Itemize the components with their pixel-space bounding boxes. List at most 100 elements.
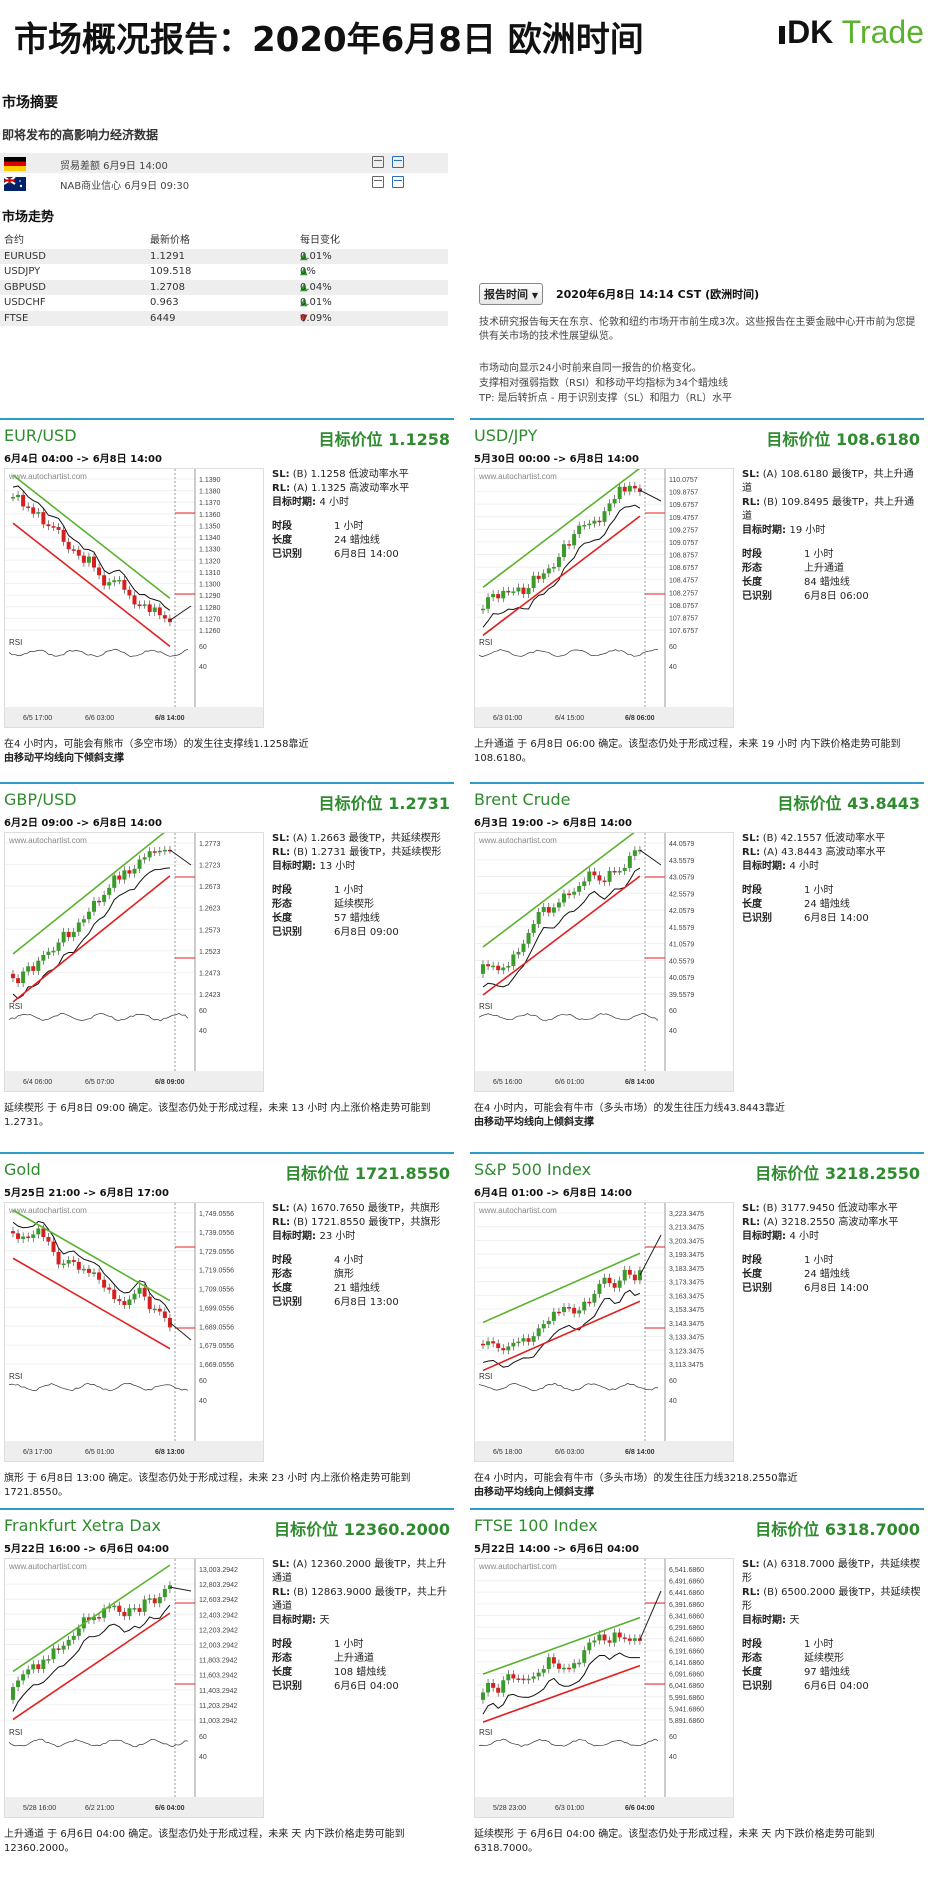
event-text: 贸易差额 6月9日 14:00 (60, 161, 168, 172)
y-tick-label: 6,091.6860 (669, 1672, 704, 1679)
candle (592, 871, 597, 876)
candle (137, 1287, 142, 1294)
pattern-info: SL: (B) 1.1258 低波动率水平 RL: (A) 1.1325 高波动… (272, 468, 452, 562)
y-tick-label: 109.6757 (669, 502, 698, 509)
target-price: 目标价位 108.6180 (766, 430, 920, 449)
instrument-panel: USD/JPY 目标价位 108.6180 5月30日 00:00 -> 6月8… (470, 418, 924, 788)
info-row: 时段 1 小时 (742, 885, 834, 896)
instrument-title[interactable]: S&P 500 Index (474, 1160, 592, 1179)
price-chart[interactable]: 6,541.6860 6,491.6860 6,441.6860 6,391.6860… (474, 1558, 734, 1818)
logo-trade: Trade (841, 14, 924, 50)
rsi-tick-label: 60 (199, 1734, 207, 1741)
y-tick-label: 110.0757 (669, 477, 698, 484)
candle (122, 580, 127, 590)
rsi-line (8, 1382, 189, 1392)
date-range: 6月4日 01:00 -> 6月8日 14:00 (474, 1188, 632, 1199)
candle (602, 511, 607, 522)
panel-description: 在4 小时内，可能会有牛市（多头市场）的发生往压力线3218.2550靠近 由移动… (474, 1473, 798, 1498)
candle (107, 887, 112, 895)
pattern-info: SL: (A) 6318.7000 最後TP，共延续楔形 RL: (B) 650… (742, 1558, 922, 1694)
price-chart[interactable]: 13,003.2942 12,803.2942 12,603.2942 12,403.… (4, 1558, 264, 1818)
rl-line: RL: (B) 6500.2000 最後TP，共延续楔形 (742, 1587, 921, 1612)
instrument-title[interactable]: Brent Crude (474, 790, 571, 809)
instrument-title[interactable]: GBP/USD (4, 790, 77, 809)
x-tick-label: 6/6 04:00 (625, 1805, 655, 1812)
col-header: 最新价格 (150, 235, 190, 246)
candle (11, 1687, 15, 1700)
instrument-title[interactable]: Gold (4, 1160, 41, 1179)
event-row: 贸易差额 6月9日 14:00 (0, 153, 448, 173)
candle (572, 534, 577, 546)
x-axis-bar (475, 1797, 733, 1817)
panel-description: 旗形 于 6月8日 13:00 确定。该型态仍处于形成过程，未来 23 小时 内… (4, 1473, 411, 1498)
candle (617, 486, 622, 499)
candle (167, 618, 172, 623)
candle (132, 595, 137, 605)
candle (61, 931, 66, 943)
dk-trade-logo: DK Trade (779, 14, 924, 51)
target-price: 目标价位 1.1258 (318, 430, 450, 449)
y-tick-label: 3,143.3475 (669, 1321, 704, 1328)
candle (587, 523, 592, 526)
candle (511, 1342, 516, 1347)
rsi-tick-label: 60 (669, 1734, 677, 1741)
calendar-icon[interactable] (372, 176, 384, 188)
calendar-add-icon[interactable] (392, 156, 404, 168)
date-range: 5月25日 21:00 -> 6月8日 17:00 (4, 1188, 169, 1199)
candle (496, 594, 501, 599)
candle (66, 541, 71, 550)
candle (546, 1320, 551, 1325)
candle (526, 932, 531, 944)
y-tick-label: 1,689.0556 (199, 1324, 234, 1331)
price-chart[interactable]: 1,749.0556 1,739.0556 1,729.0556 1,719.0556… (4, 1202, 264, 1462)
arrow-up-icon: ▲ (300, 297, 308, 308)
candle (597, 1634, 602, 1641)
calendar-icon[interactable] (372, 156, 384, 168)
moving-average-line (12, 485, 171, 611)
info-row: 长度 21 蜡烛线 (272, 1283, 380, 1294)
instrument-title[interactable]: EUR/USD (4, 426, 77, 445)
y-tick-label: 6,241.6860 (669, 1637, 704, 1644)
rsi-tick-label: 60 (669, 1008, 677, 1015)
instrument-panel: GBP/USD 目标价位 1.2731 6月2日 09:00 -> 6月8日 1… (0, 782, 454, 1152)
x-tick-label: 5/28 23:00 (493, 1805, 526, 1812)
report-note: 技术研究报告每天在东京、伦敦和纽约市场开市前生成3次。这些报告在主要金融中心开市… (479, 317, 916, 342)
rsi-tick-label: 40 (669, 1028, 677, 1035)
instrument-title[interactable]: FTSE 100 Index (474, 1516, 598, 1535)
candle (501, 1348, 506, 1351)
candle (51, 526, 56, 528)
candle (516, 1678, 521, 1680)
candle (36, 1228, 41, 1235)
info-row: 时段 4 小时 (272, 1255, 364, 1266)
y-tick-label: 107.6757 (669, 628, 698, 635)
col-header: 每日变化 (300, 235, 340, 246)
candle (506, 1674, 511, 1681)
pattern-info: SL: (A) 1.2663 最後TP，共延续楔形 RL: (B) 1.2731… (272, 832, 452, 940)
y-tick-label: 1,719.0556 (199, 1268, 234, 1275)
candle (142, 857, 147, 860)
candle (16, 978, 21, 984)
price-chart[interactable]: 1.2773 1.2723 1.2673 1.2623 1.2573 1.2523 1.24… (4, 827, 264, 1092)
rsi-tick-label: 60 (199, 1008, 207, 1015)
instrument-title[interactable]: Frankfurt Xetra Dax (4, 1516, 161, 1535)
info-row: 长度 84 蜡烛线 (742, 577, 850, 588)
candle (92, 900, 96, 912)
market-title: 市场走势 (2, 210, 55, 225)
instrument-title[interactable]: USD/JPY (474, 426, 538, 445)
chart-svg: 3,223.3475 3,213.3475 3,203.3475 3,193.3475… (475, 1203, 733, 1461)
price-chart[interactable]: 110.0757 109.8757 109.6757 109.4757 109.2757… (474, 467, 734, 728)
candle (11, 1231, 15, 1234)
y-tick-label: 108.4757 (669, 578, 698, 585)
candle (97, 1617, 102, 1619)
price-chart[interactable]: 3,223.3475 3,213.3475 3,203.3475 3,193.3475… (474, 1202, 734, 1462)
candle (511, 954, 516, 966)
price-chart[interactable]: 1.1390 1.1380 1.1370 1.1360 1.1350 1.1340 1.13… (4, 468, 264, 728)
candle (627, 1269, 632, 1275)
report-time-button[interactable]: 报告时间 ▼ (479, 283, 543, 305)
candle (486, 964, 491, 967)
y-tick-label: 12,403.2942 (199, 1612, 238, 1619)
info-row: 长度 24 蜡烛线 (742, 899, 850, 910)
candle (541, 1669, 546, 1673)
calendar-add-icon[interactable] (392, 176, 404, 188)
price-chart[interactable]: 44.0579 43.5579 43.0579 42.5579 42.0579 41.55… (474, 827, 734, 1092)
